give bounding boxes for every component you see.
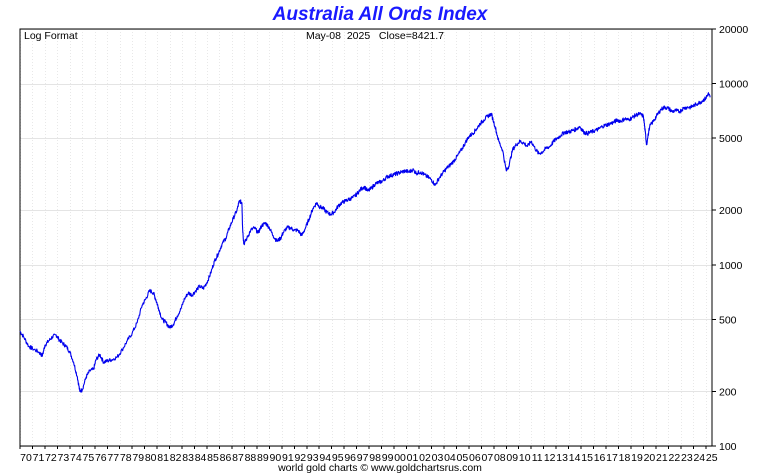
x-tick-label: 21 <box>656 452 668 464</box>
x-tick-label: 79 <box>132 452 144 464</box>
y-tick-label: 20000 <box>719 24 748 36</box>
x-tick-label: 23 <box>681 452 693 464</box>
x-tick-label: 17 <box>606 452 618 464</box>
x-tick-label: 86 <box>220 452 232 464</box>
x-tick-label: 77 <box>107 452 119 464</box>
x-tick-label: 06 <box>469 452 481 464</box>
x-tick-label: 84 <box>195 452 207 464</box>
x-tick-label: 91 <box>282 452 294 464</box>
x-tick-label: 83 <box>182 452 194 464</box>
x-tick-label: 03 <box>432 452 444 464</box>
series-line-all-ords <box>19 92 711 393</box>
x-tick-label: 74 <box>70 452 82 464</box>
x-tick-label: 97 <box>357 452 369 464</box>
x-tick-label: 80 <box>145 452 157 464</box>
y-tick-label: 100 <box>719 441 737 453</box>
x-tick-label: 19 <box>631 452 643 464</box>
x-tick-label: 04 <box>444 452 456 464</box>
x-tick-label: 98 <box>369 452 381 464</box>
x-tick-label: 94 <box>319 452 331 464</box>
y-tick-label: 5000 <box>719 133 743 145</box>
x-tick-label: 11 <box>532 452 543 464</box>
x-tick-label: 20 <box>644 452 656 464</box>
x-tick-label: 15 <box>581 452 593 464</box>
x-tick-label: 09 <box>506 452 518 464</box>
x-tick-label: 71 <box>33 452 45 464</box>
x-tick-label: 22 <box>669 452 681 464</box>
x-tick-label: 25 <box>706 452 718 464</box>
x-tick-label: 99 <box>382 452 394 464</box>
log-format-label: Log Format <box>24 30 78 42</box>
x-tick-label: 13 <box>556 452 568 464</box>
x-tick-label: 96 <box>344 452 356 464</box>
x-tick-label: 05 <box>457 452 469 464</box>
y-tick-label: 2000 <box>719 205 743 217</box>
footer-credit: world gold charts © www.goldchartsrus.co… <box>277 462 482 474</box>
x-tick-label: 75 <box>82 452 94 464</box>
plot-frame <box>19 28 713 447</box>
close-info-label: May-08 2025 Close=8421.7 <box>306 30 444 42</box>
y-tick-label: 200 <box>719 386 737 398</box>
x-tick-label: 70 <box>20 452 32 464</box>
x-tick-label: 89 <box>257 452 269 464</box>
grid-layer <box>20 29 712 447</box>
y-axis: 100 200 500 1000 2000 5000 10000 20000 <box>712 24 748 453</box>
x-tick-label: 87 <box>232 452 244 464</box>
x-tick-label: 92 <box>294 452 306 464</box>
y-tick-label: 500 <box>719 314 737 326</box>
x-tick-label: 10 <box>519 452 531 464</box>
x-tick-label: 12 <box>544 452 556 464</box>
x-tick-label: 16 <box>594 452 606 464</box>
x-axis: 70 71 72 73 74 75 76 77 78 79 80 81 82 83 84 85 86 87 88 89… <box>19 446 718 464</box>
x-tick-label: 95 <box>332 452 344 464</box>
y-tick-label: 1000 <box>719 260 743 272</box>
x-tick-label: 81 <box>157 452 169 464</box>
x-tick-label: 93 <box>307 452 319 464</box>
x-tick-label: 82 <box>170 452 182 464</box>
x-tick-label: 24 <box>693 452 705 464</box>
x-tick-label: 00 <box>394 452 406 464</box>
x-tick-label: 90 <box>270 452 282 464</box>
x-tick-label: 02 <box>419 452 431 464</box>
x-tick-label: 08 <box>494 452 506 464</box>
x-tick-label: 18 <box>619 452 631 464</box>
x-tick-label: 85 <box>207 452 219 464</box>
x-tick-label: 78 <box>120 452 132 464</box>
x-tick-label: 88 <box>245 452 257 464</box>
x-tick-label: 72 <box>45 452 57 464</box>
x-tick-label: 76 <box>95 452 107 464</box>
chart-title: Australia All Ords Index <box>272 4 489 25</box>
x-tick-label: 07 <box>481 452 493 464</box>
x-tick-label: 14 <box>569 452 581 464</box>
y-tick-label: 10000 <box>719 79 748 91</box>
x-tick-label: 01 <box>407 452 419 464</box>
x-tick-label: 73 <box>58 452 70 464</box>
